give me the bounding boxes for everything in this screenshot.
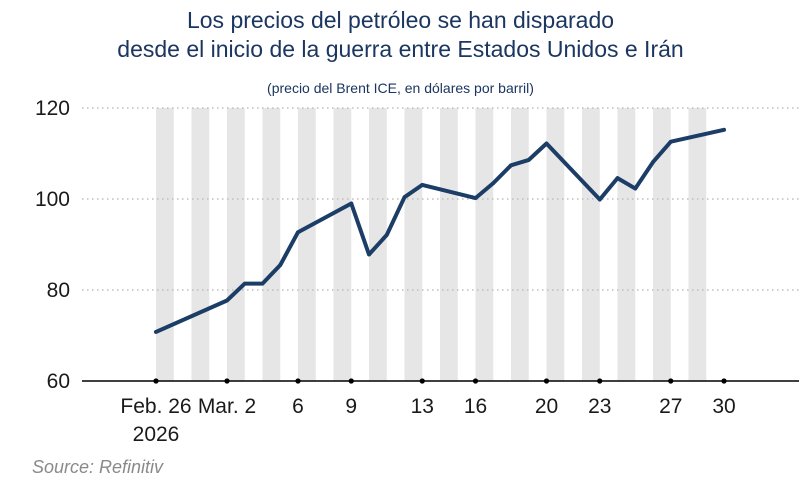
x-tick-dot-4 [419, 378, 425, 384]
x-tick-label-0-year: 2026 [133, 423, 180, 446]
band-2 [227, 108, 245, 381]
x-tick-label-7: 23 [588, 395, 611, 418]
weekday-bands [156, 108, 707, 381]
data-point-2 [242, 281, 247, 286]
x-tick-dot-5 [472, 378, 479, 384]
data-point-0 [154, 330, 158, 334]
data-point-9 [402, 195, 407, 199]
y-tick-label-60: 60 [47, 370, 70, 393]
x-tick-dot-9 [721, 378, 727, 384]
data-point-19 [651, 160, 655, 164]
y-tick-label-100: 100 [35, 188, 70, 211]
band-8 [440, 108, 458, 381]
data-point-10 [420, 183, 425, 187]
band-7 [404, 108, 423, 381]
x-tick-label-2: 6 [292, 395, 304, 418]
data-point-18 [633, 186, 638, 191]
source-note: Source: Refinitiv [32, 457, 164, 477]
x-tick-dot-0 [153, 378, 159, 384]
x-tick-dot-7 [597, 378, 603, 384]
band-1 [191, 108, 210, 381]
data-point-7 [367, 252, 371, 257]
data-point-13 [509, 163, 513, 168]
data-point-5 [296, 230, 300, 235]
x-tick-label-8: 27 [659, 395, 682, 418]
series-group [154, 127, 726, 334]
x-tick-label-5: 16 [464, 395, 487, 418]
x-tick-label-6: 20 [535, 395, 558, 418]
data-point-1 [225, 298, 229, 303]
data-point-11 [473, 196, 478, 200]
data-point-14 [526, 158, 531, 162]
x-axis-ticks: Feb. 26 2026 Mar. 2 6 9 13 16 20 23 27 30 [120, 378, 736, 446]
y-axis-ticks: 60 80 100 120 [35, 97, 70, 393]
x-tick-label-3: 9 [345, 395, 357, 418]
band-10 [511, 108, 529, 381]
x-tick-label-9: 30 [712, 395, 735, 418]
x-tick-label-4: 13 [411, 395, 434, 418]
data-point-15 [544, 141, 549, 146]
band-9 [475, 108, 494, 381]
series-line-brent [154, 127, 726, 334]
chart-title-line1: Los precios del petróleo se han disparad… [186, 7, 615, 33]
band-11 [546, 108, 565, 381]
data-point-3 [260, 281, 265, 286]
x-tick-dot-3 [348, 378, 354, 384]
band-0 [156, 108, 174, 381]
x-tick-dot-1 [224, 378, 230, 384]
data-point-8 [384, 233, 389, 237]
data-point-16 [597, 197, 602, 202]
chart-title: Los precios del petróleo se han disparad… [0, 6, 801, 64]
data-point-4 [278, 263, 283, 267]
x-tick-dot-8 [668, 378, 674, 384]
data-point-6 [349, 201, 354, 206]
band-5 [333, 108, 352, 381]
band-13 [617, 108, 636, 381]
data-point-12 [491, 181, 496, 185]
band-15 [688, 108, 707, 381]
band-12 [582, 108, 600, 381]
band-4 [298, 108, 316, 381]
data-point-17 [615, 176, 620, 180]
y-tick-label-80: 80 [47, 279, 70, 302]
x-tick-dot-6 [543, 378, 550, 384]
data-point-21 [722, 128, 726, 132]
chart-subtitle: (precio del Brent ICE, en dólares por ba… [267, 80, 534, 96]
band-14 [653, 108, 671, 381]
x-tick-dot-2 [295, 378, 301, 384]
data-point-20 [668, 139, 673, 144]
x-tick-label-0: Feb. 26 [120, 395, 191, 418]
band-3 [262, 108, 281, 381]
chart-title-line2: desde el inicio de la guerra entre Estad… [117, 36, 684, 62]
y-tick-label-120: 120 [35, 97, 70, 120]
x-tick-label-1: Mar. 2 [198, 395, 256, 418]
